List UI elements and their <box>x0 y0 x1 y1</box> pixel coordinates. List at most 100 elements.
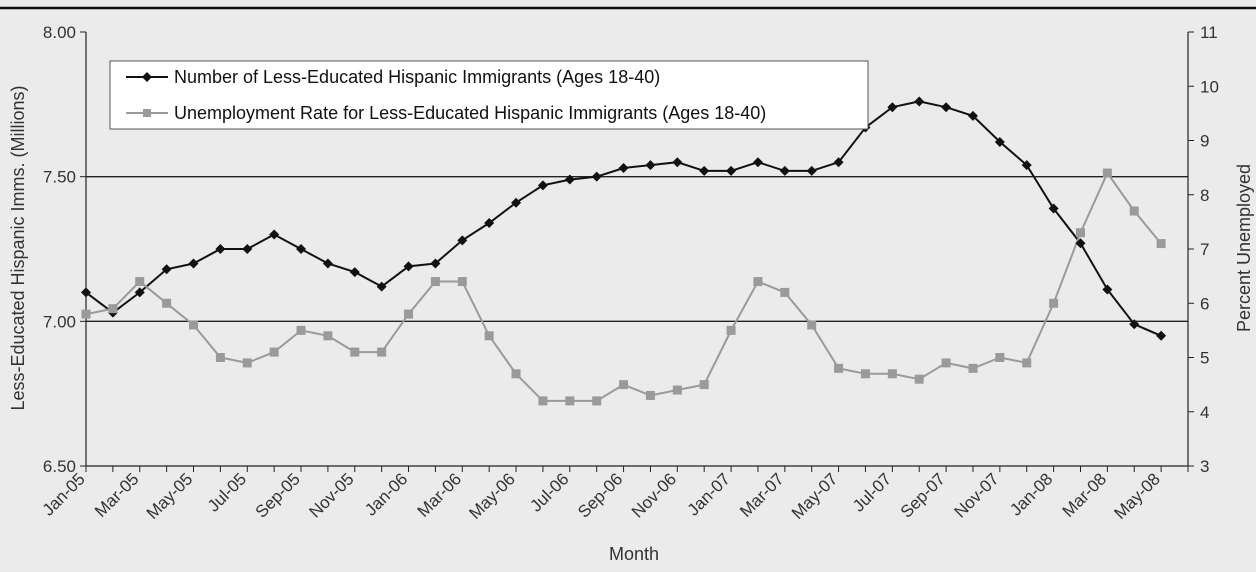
series-2-point <box>538 396 548 406</box>
series-1-point <box>941 102 952 113</box>
x-tick-label: Sep-06 <box>574 469 626 521</box>
series-2-point <box>619 380 629 390</box>
x-tick-label: Nov-07 <box>950 469 1002 521</box>
y-axis-right-title: Percent Unemployed <box>1234 164 1254 332</box>
series-markers <box>81 96 1167 406</box>
x-tick-label: Mar-05 <box>91 469 143 521</box>
series-1-point <box>618 162 629 173</box>
series-1-point <box>1156 330 1167 341</box>
right-tick-label: 4 <box>1200 403 1209 422</box>
x-tick-label: Jul-05 <box>204 469 250 515</box>
series-2-point <box>108 304 118 314</box>
series-1-point <box>779 165 790 176</box>
series-2-point <box>914 374 924 384</box>
series-1-point <box>1075 238 1086 249</box>
left-tick-label: 7.00 <box>43 312 76 331</box>
left-axis: 6.50 7.00 7.50 8.00 <box>43 23 87 476</box>
x-tick-label: Jan-08 <box>1006 469 1056 519</box>
series-2-point <box>457 277 467 287</box>
x-tick-label: Jul-06 <box>526 469 572 515</box>
right-tick-label: 6 <box>1200 294 1209 313</box>
series-1-point <box>887 102 898 113</box>
series-2-point <box>780 287 790 297</box>
series-1-point <box>376 281 387 292</box>
series-1-point <box>1102 284 1113 295</box>
series-2-point <box>726 325 736 335</box>
series-2-point <box>377 347 387 357</box>
x-tick-label: Sep-07 <box>897 469 949 521</box>
series-1-point <box>403 261 414 272</box>
series-2-point <box>592 396 602 406</box>
series-1-point <box>322 258 333 269</box>
right-tick-label: 9 <box>1200 132 1209 151</box>
right-tick-label: 8 <box>1200 186 1209 205</box>
series-1-point <box>914 96 925 107</box>
x-tick-label: Mar-08 <box>1059 469 1111 521</box>
right-tick-label: 7 <box>1200 240 1209 259</box>
series-2-point <box>430 277 440 287</box>
right-tick-label: 10 <box>1200 77 1219 96</box>
series-1-point <box>994 136 1005 147</box>
series-1-point <box>537 180 548 191</box>
series-2-point <box>1022 358 1032 368</box>
legend: Number of Less-Educated Hispanic Immigra… <box>109 60 869 130</box>
right-tick-label: 5 <box>1200 349 1209 368</box>
right-axis: 3 4 5 6 7 8 9 10 11 <box>1187 23 1219 476</box>
x-tick-label: May-08 <box>1110 469 1164 523</box>
legend-swatch-marker-1 <box>142 72 152 82</box>
series-1-point <box>1048 203 1059 214</box>
x-tick-label: May-05 <box>143 469 197 523</box>
series-1-point <box>161 264 172 275</box>
x-axis-title: Month <box>609 544 659 564</box>
series-2-point <box>1156 239 1166 249</box>
series-1-point <box>269 229 280 240</box>
series-1-point <box>349 267 360 278</box>
x-tick-label: May-07 <box>788 469 842 523</box>
series-2-point <box>699 380 709 390</box>
series-1-point <box>699 165 710 176</box>
series-2-point <box>215 353 225 362</box>
series-2-point <box>269 347 279 357</box>
series-2-point <box>645 390 655 400</box>
x-tick-label: Nov-06 <box>628 469 680 521</box>
series-2-point <box>511 369 521 379</box>
series-2-point <box>941 358 951 368</box>
series-1-point <box>457 235 468 246</box>
series-line-1 <box>85 100 1162 337</box>
legend-box <box>109 60 869 130</box>
x-tick-label: Jan-05 <box>39 469 89 519</box>
series-2-point <box>323 331 333 341</box>
series-2-point <box>1102 168 1112 178</box>
series-1-point <box>484 217 495 228</box>
x-tick-label: Jul-07 <box>849 469 895 515</box>
series-1-point <box>672 157 683 168</box>
gridlines <box>86 176 1188 322</box>
series-2-point <box>834 363 844 373</box>
series-2-point <box>350 347 360 357</box>
series-2-point <box>404 309 414 319</box>
legend-label-1: Number of Less-Educated Hispanic Immigra… <box>174 67 660 87</box>
x-tick-label: Jan-07 <box>684 469 734 519</box>
series-1-point <box>511 197 522 208</box>
series-2-point <box>1049 298 1059 308</box>
series-1-point <box>833 157 844 168</box>
x-tick-label: Sep-05 <box>252 469 304 521</box>
series-2-point <box>887 369 897 379</box>
series-1-point <box>1129 319 1140 330</box>
series-2-point <box>995 353 1005 362</box>
series-1-point <box>726 165 737 176</box>
series-2-point <box>807 320 817 330</box>
series-1-point <box>188 258 199 269</box>
series-1-point <box>134 287 145 298</box>
series-1-point <box>81 287 91 298</box>
series-2-point <box>1129 206 1139 216</box>
series-1-point <box>296 244 307 254</box>
series-2-point <box>484 331 494 341</box>
series-1-point <box>591 171 602 182</box>
series-2-point <box>968 363 978 373</box>
series-2-point <box>672 385 682 395</box>
left-tick-label: 7.50 <box>43 168 76 187</box>
right-tick-label: 11 <box>1200 23 1218 42</box>
right-tick-label: 3 <box>1200 457 1209 476</box>
